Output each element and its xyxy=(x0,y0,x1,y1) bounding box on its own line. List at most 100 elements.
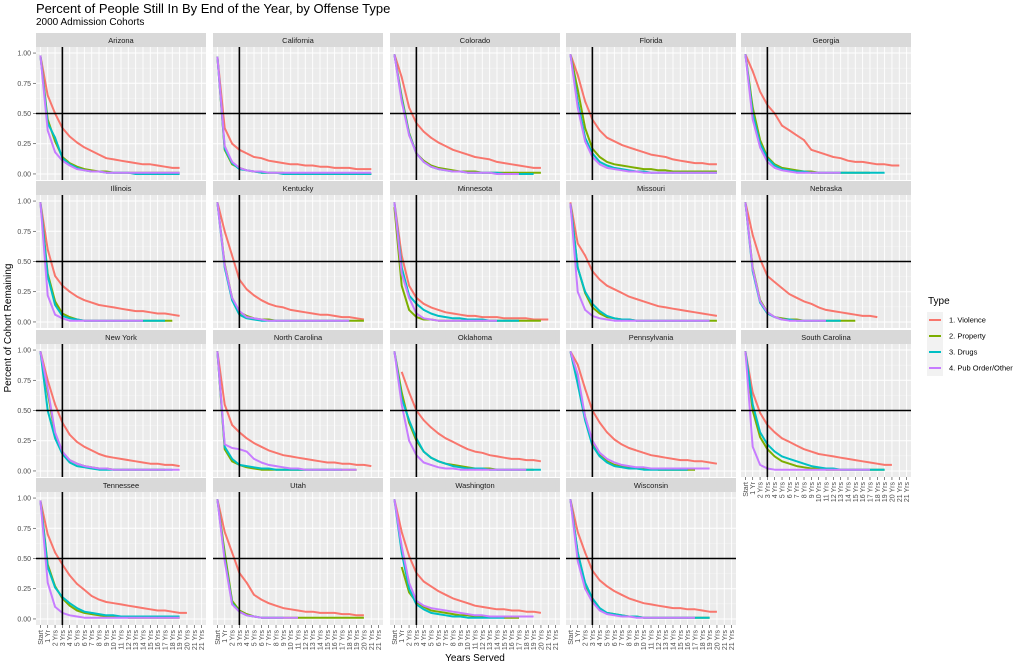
facet-strip xyxy=(213,478,383,492)
x-tick-label: 7 Yrs xyxy=(794,482,801,499)
series-line-1 xyxy=(39,202,180,317)
facet-strip xyxy=(741,33,911,47)
facet-strip xyxy=(213,330,383,344)
facet-strip-label: Pennsylvania xyxy=(629,333,674,342)
x-tick-label: 15 Yrs xyxy=(325,630,332,651)
x-tick-label: 14 Yrs xyxy=(317,630,324,651)
y-tick-label: 0.50 xyxy=(17,408,31,415)
facet-panel-south-carolina: South Carolina Start 1 Yr 2 Yrs 3 Yrs 4 Yrs 5 … xyxy=(741,330,911,502)
facet-panel-utah: Utah Start 1 Yr 2 Yrs 3 Yrs 4 Yrs 5 Yrs 6 Yrs 7 … xyxy=(213,478,383,650)
series-line-4 xyxy=(393,499,534,618)
facet-panel-new-york: New York 0.00 0.25 0.50 0.75 1.00 xyxy=(17,330,206,477)
facet-strip-label: North Carolina xyxy=(274,333,323,342)
facet-strip xyxy=(566,181,736,195)
facet-strip-label: Washington xyxy=(455,481,494,490)
x-tick-label: 10 Yrs xyxy=(465,630,472,651)
x-tick-label: 9 Yrs xyxy=(458,630,465,647)
y-tick-label: 0.75 xyxy=(17,229,31,236)
facet-strip-label: Florida xyxy=(640,36,664,45)
x-tick-label: 20 Yrs xyxy=(889,482,896,503)
x-tick-label: 4 Yrs xyxy=(772,482,779,499)
facet-strip-label: California xyxy=(282,36,315,45)
x-tick-label: Start xyxy=(215,630,222,645)
facet-panel-florida: Florida xyxy=(566,33,736,180)
x-tick-label: 1 Yr xyxy=(575,629,582,642)
series-line-4 xyxy=(569,350,710,470)
x-tick-label: 1 Yr xyxy=(45,629,52,642)
y-tick-label: 1.00 xyxy=(17,348,31,355)
facet-strip-label: South Carolina xyxy=(801,333,851,342)
x-tick-label: 12 Yrs xyxy=(656,630,663,651)
x-tick-label: 1 Yr xyxy=(222,629,229,642)
x-tick-label: 3 Yrs xyxy=(414,630,421,647)
x-tick-label: 13 Yrs xyxy=(663,630,670,651)
series-line-1 xyxy=(393,499,542,614)
x-tick-label: 7 Yrs xyxy=(266,630,273,647)
x-tick-label: 10 Yrs xyxy=(816,482,823,503)
x-tick-label: 6 Yrs xyxy=(612,630,619,647)
x-tick-label: 18 Yrs xyxy=(170,630,177,651)
x-tick-label: 17 Yrs xyxy=(867,482,874,503)
facet-panel-wisconsin: Wisconsin Start 1 Yr 2 Yrs 3 Yrs 4 Yrs 5 Yrs 6 … xyxy=(566,478,736,650)
facet-panel-nebraska: Nebraska xyxy=(741,181,911,328)
x-tick-label: 21 Yrs xyxy=(553,630,560,651)
series-line-1 xyxy=(744,351,892,466)
x-tick-label: 2 Yrs xyxy=(583,630,590,647)
series-line-1 xyxy=(569,499,717,613)
series-line-4 xyxy=(744,351,870,471)
series-line-4 xyxy=(744,202,826,322)
y-tick-label: 0.00 xyxy=(17,171,31,178)
x-tick-label: 3 Yrs xyxy=(590,630,597,647)
x-tick-label: 15 Yrs xyxy=(502,630,509,651)
x-tick-label: 10 Yrs xyxy=(641,630,648,651)
x-tick-label: 19 Yrs xyxy=(882,482,889,503)
facet-strip xyxy=(390,33,560,47)
x-tick-label: 9 Yrs xyxy=(634,630,641,647)
x-tick-label: 21 Yrs xyxy=(546,630,553,651)
facet-panel-washington: Washington Start 1 Yr 2 Yrs 3 Yrs 4 Yrs 5 Yrs 6… xyxy=(390,478,560,650)
x-tick-label: 18 Yrs xyxy=(347,630,354,651)
x-tick-label: Start xyxy=(568,630,575,645)
facet-strip xyxy=(213,33,383,47)
facet-strip xyxy=(390,330,560,344)
facet-panel-oklahoma: Oklahoma xyxy=(390,330,560,477)
series-line-4 xyxy=(744,54,841,174)
x-tick-label: 2 Yrs xyxy=(230,630,237,647)
x-tick-label: 4 Yrs xyxy=(67,630,74,647)
x-tick-label: 10 Yrs xyxy=(288,630,295,651)
x-tick-label: 4 Yrs xyxy=(244,630,251,647)
x-tick-label: 11 Yrs xyxy=(649,630,656,650)
series-line-4 xyxy=(216,499,298,619)
x-tick-label: 14 Yrs xyxy=(670,630,677,651)
x-tick-label: 6 Yrs xyxy=(259,630,266,647)
series-line-3 xyxy=(39,500,180,618)
x-tick-label: 8 Yrs xyxy=(451,630,458,647)
facet-strip xyxy=(390,181,560,195)
series-line-1 xyxy=(569,202,718,317)
facet-panel-minnesota: Minnesota xyxy=(390,181,560,328)
x-tick-label: 3 Yrs xyxy=(60,630,67,647)
x-tick-label: 6 Yrs xyxy=(787,482,794,499)
legend-title: Type xyxy=(928,296,950,307)
x-tick-label: 5 Yrs xyxy=(605,630,612,647)
x-tick-label: 9 Yrs xyxy=(809,482,816,499)
x-tick-label: 16 Yrs xyxy=(332,630,339,651)
x-tick-label: 13 Yrs xyxy=(310,630,317,651)
chart-subtitle: 2000 Admission Cohorts xyxy=(36,17,145,28)
series-line-3 xyxy=(393,499,505,619)
y-tick-label: 1.00 xyxy=(17,496,31,503)
facet-strip xyxy=(36,330,206,344)
x-tick-label: 19 Yrs xyxy=(177,630,184,651)
x-tick-label: 5 Yrs xyxy=(780,482,787,499)
x-tick-label: 3 Yrs xyxy=(765,482,772,499)
x-tick-label: 16 Yrs xyxy=(860,482,867,503)
x-tick-label: 21 Yrs xyxy=(729,630,736,651)
x-tick-label: 7 Yrs xyxy=(89,630,96,647)
x-tick-label: 21 Yrs xyxy=(897,482,904,503)
x-tick-label: 13 Yrs xyxy=(133,630,140,651)
series-line-4 xyxy=(569,499,695,619)
series-line-4 xyxy=(393,202,497,322)
series-line-1 xyxy=(393,53,541,169)
facet-panel-tennessee: Tennessee 0.00 0.25 0.50 0.75 1.00 Start 1 Yr 2 … xyxy=(17,478,206,650)
y-tick-label: 0.25 xyxy=(17,289,31,296)
